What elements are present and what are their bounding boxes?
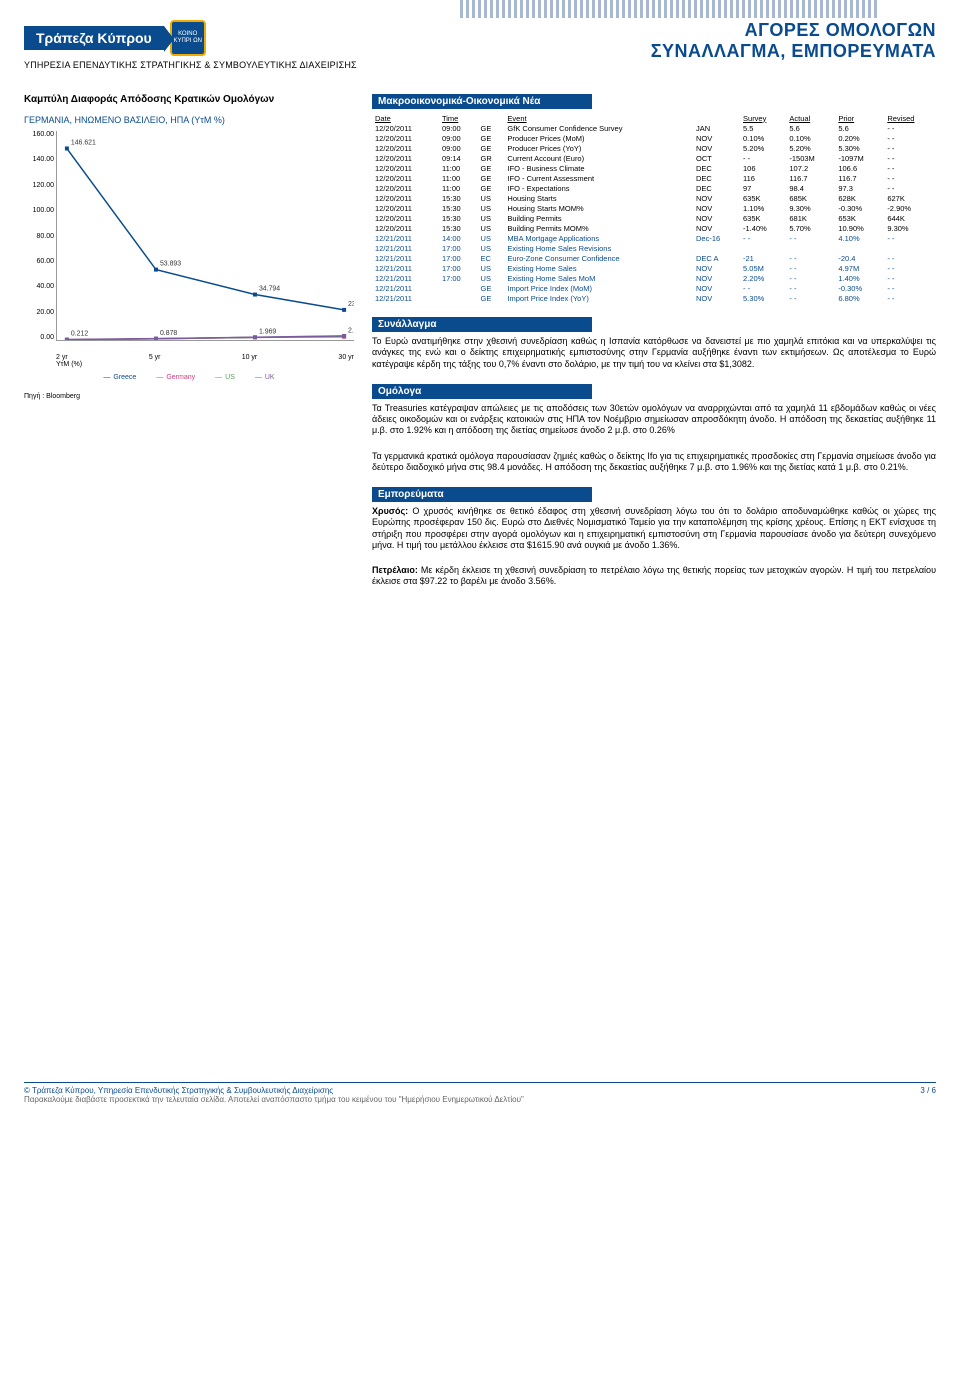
svg-text:146.621: 146.621 bbox=[71, 139, 96, 146]
page: Τράπεζα Κύπρου ΚΟΙΝΟ ΚΥΠΡΙ ΩΝ ΥΠΗΡΕΣΙΑ Ε… bbox=[0, 0, 960, 1124]
section-fx-title: Συνάλλαγμα bbox=[372, 317, 592, 332]
header-right: ΑΓΟΡΕΣ ΟΜΟΛΟΓΩΝ ΣΥΝΑΛΛΑΓΜΑ, ΕΜΠΟΡΕΥΜΑΤΑ bbox=[651, 20, 936, 62]
svg-text:34.794: 34.794 bbox=[259, 286, 280, 293]
svg-text:0.212: 0.212 bbox=[71, 331, 88, 338]
bank-logo-text: Τράπεζα Κύπρου bbox=[24, 26, 164, 50]
logo-block: Τράπεζα Κύπρου ΚΟΙΝΟ ΚΥΠΡΙ ΩΝ bbox=[24, 20, 357, 56]
chart-source: Πηγή : Bloomberg bbox=[24, 393, 354, 400]
oil-body: Πετρέλαιο: Mε κέρδη έκλεισε τη χθεσινή σ… bbox=[372, 565, 936, 588]
page-title-2: ΣΥΝΑΛΛΑΓΜΑ, ΕΜΠΟΡΕΥΜΑΤΑ bbox=[651, 41, 936, 62]
svg-text:0.878: 0.878 bbox=[160, 330, 177, 337]
chart-axis-label: ΥτΜ (%) bbox=[56, 361, 354, 368]
service-line: ΥΠΗΡΕΣΙΑ ΕΠΕΝΔΥΤΙΚΗΣ ΣΤΡΑΤΗΓΙΚΗΣ & ΣΥΜΒΟ… bbox=[24, 60, 357, 70]
chart-title: Καμπύλη Διαφοράς Απόδοσης Κρατικών Ομολό… bbox=[24, 94, 354, 105]
gold-label: Χρυσός: bbox=[372, 506, 408, 516]
oil-label: Πετρέλαιο: bbox=[372, 565, 418, 575]
section-macro-title: Μακροοικονομικά-Οικονομικά Νέα bbox=[372, 94, 592, 109]
header: Τράπεζα Κύπρου ΚΟΙΝΟ ΚΥΠΡΙ ΩΝ ΥΠΗΡΕΣΙΑ Ε… bbox=[24, 20, 936, 70]
svg-text:1.969: 1.969 bbox=[259, 328, 276, 335]
section-bonds-title: Ομόλογα bbox=[372, 384, 592, 399]
section-comm-title: Εμπορεύματα bbox=[372, 487, 592, 502]
header-stripe bbox=[460, 0, 880, 18]
footer-page: 3 / 6 bbox=[920, 1086, 936, 1095]
bonds-p1: Τα Treasuries κατέγραψαν απώλειες με τις… bbox=[372, 403, 936, 437]
yield-curve-chart: 160.00140.00120.00100.0080.0060.0040.002… bbox=[24, 131, 354, 361]
gold-body: Χρυσός: Ο χρυσός κινήθηκε σε θετικό έδαφ… bbox=[372, 506, 936, 551]
right-column: Μακροοικονομικά-Οικονομικά Νέα DateTimeE… bbox=[372, 94, 936, 602]
page-title-1: ΑΓΟΡΕΣ ΟΜΟΛΟΓΩΝ bbox=[651, 20, 936, 41]
svg-text:2.507: 2.507 bbox=[348, 328, 354, 335]
header-left: Τράπεζα Κύπρου ΚΟΙΝΟ ΚΥΠΡΙ ΩΝ ΥΠΗΡΕΣΙΑ Ε… bbox=[24, 20, 357, 70]
svg-text:23.054: 23.054 bbox=[348, 301, 354, 308]
svg-text:53.893: 53.893 bbox=[160, 261, 181, 268]
chart-subtitle: ΓΕΡΜΑΝΙΑ, ΗΝΩΜΕΝΟ ΒΑΣΙΛΕΙΟ, ΗΠΑ (ΥτΜ %) bbox=[24, 115, 354, 125]
left-column: Καμπύλη Διαφοράς Απόδοσης Κρατικών Ομολό… bbox=[24, 94, 354, 602]
bonds-p2: Τα γερμανικά κρατικά ομόλογα παρουσίασαν… bbox=[372, 451, 936, 474]
bank-logo-badge: ΚΟΙΝΟ ΚΥΠΡΙ ΩΝ bbox=[170, 20, 206, 56]
fx-body: Το Ευρώ ανατιμήθηκε στην χθεσινή συνεδρί… bbox=[372, 336, 936, 370]
macro-table: DateTimeEventSurveyActualPriorRevised12/… bbox=[372, 113, 936, 303]
chart-legend: GreeceGermanyUSUK bbox=[24, 374, 354, 381]
footer: © Τράπεζα Κύπρου, Υπηρεσία Επενδυτικής Σ… bbox=[24, 1082, 936, 1104]
footer-disclaimer: Παρακαλούμε διαβάστε προσεκτικά την τελε… bbox=[24, 1095, 936, 1104]
footer-copyright: © Τράπεζα Κύπρου, Υπηρεσία Επενδυτικής Σ… bbox=[24, 1086, 333, 1095]
